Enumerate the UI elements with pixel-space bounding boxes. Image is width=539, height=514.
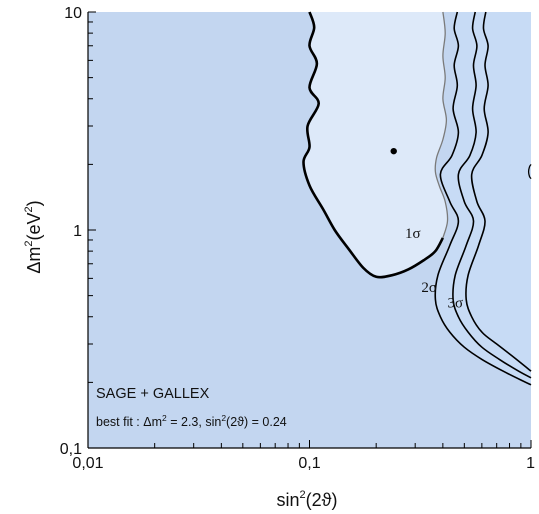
edge-feature-line — [527, 164, 532, 180]
x-tick-label: 0,01 — [72, 455, 103, 472]
contour-outer-line — [465, 11, 532, 372]
y-axis-title-base: Δm — [24, 247, 44, 274]
y-axis-title-sup1: 2 — [23, 240, 35, 246]
best-fit-sup1: 2 — [162, 413, 167, 423]
best-fit-sup2: 2 — [221, 413, 226, 423]
x-axis-title-sup: 2 — [300, 489, 306, 501]
y-axis-title-end: ) — [24, 200, 44, 206]
x-tick-label: 1 — [526, 455, 535, 472]
contour-label-1sigma: 1σ — [405, 226, 421, 242]
contour-label-2sigma: 2σ — [421, 280, 437, 296]
x-axis-title-rest: (2ϑ) — [306, 490, 338, 510]
contour-3sigma-line — [452, 11, 532, 379]
best-fit-end: (2ϑ) = 0.24 — [226, 415, 287, 429]
x-tick-label: 0,1 — [298, 455, 320, 472]
y-axis: 0,1 1 10 — [60, 5, 96, 458]
x-axis-title: sin2(2ϑ) — [277, 489, 338, 510]
contour-2sigma-line — [434, 11, 532, 386]
annotation-best-fit: best fit : Δm2 = 2.3, sin2(2ϑ) = 0.24 — [96, 413, 287, 429]
x-axis: 0,01 0,1 1 — [72, 440, 535, 472]
contour-label-3sigma: 3σ — [448, 296, 464, 312]
y-tick-label: 1 — [73, 223, 82, 240]
best-fit-prefix: best fit : Δm — [96, 415, 162, 429]
region-2sigma — [435, 12, 531, 385]
contour-1sigma-boundary-grey — [434, 11, 449, 239]
best-fit-mid: = 2.3, sin — [167, 415, 222, 429]
y-axis-title-sup2: 2 — [23, 206, 35, 212]
y-axis-title-mid: (eV — [24, 212, 44, 240]
region-1sigma — [303, 12, 448, 278]
annotation-title: SAGE + GALLEX — [96, 386, 210, 402]
plot-area: 1σ 2σ 3σ SAGE + GALLEX best fit : Δm2 = … — [88, 11, 532, 448]
x-axis-title-base: sin — [277, 490, 300, 510]
y-tick-label: 0,1 — [60, 441, 82, 458]
y-tick-label: 10 — [64, 5, 82, 22]
contour-1sigma-boundary-black — [302, 11, 445, 279]
best-fit-point — [390, 147, 397, 155]
y-axis-title: Δm2(eV2) — [23, 200, 44, 273]
